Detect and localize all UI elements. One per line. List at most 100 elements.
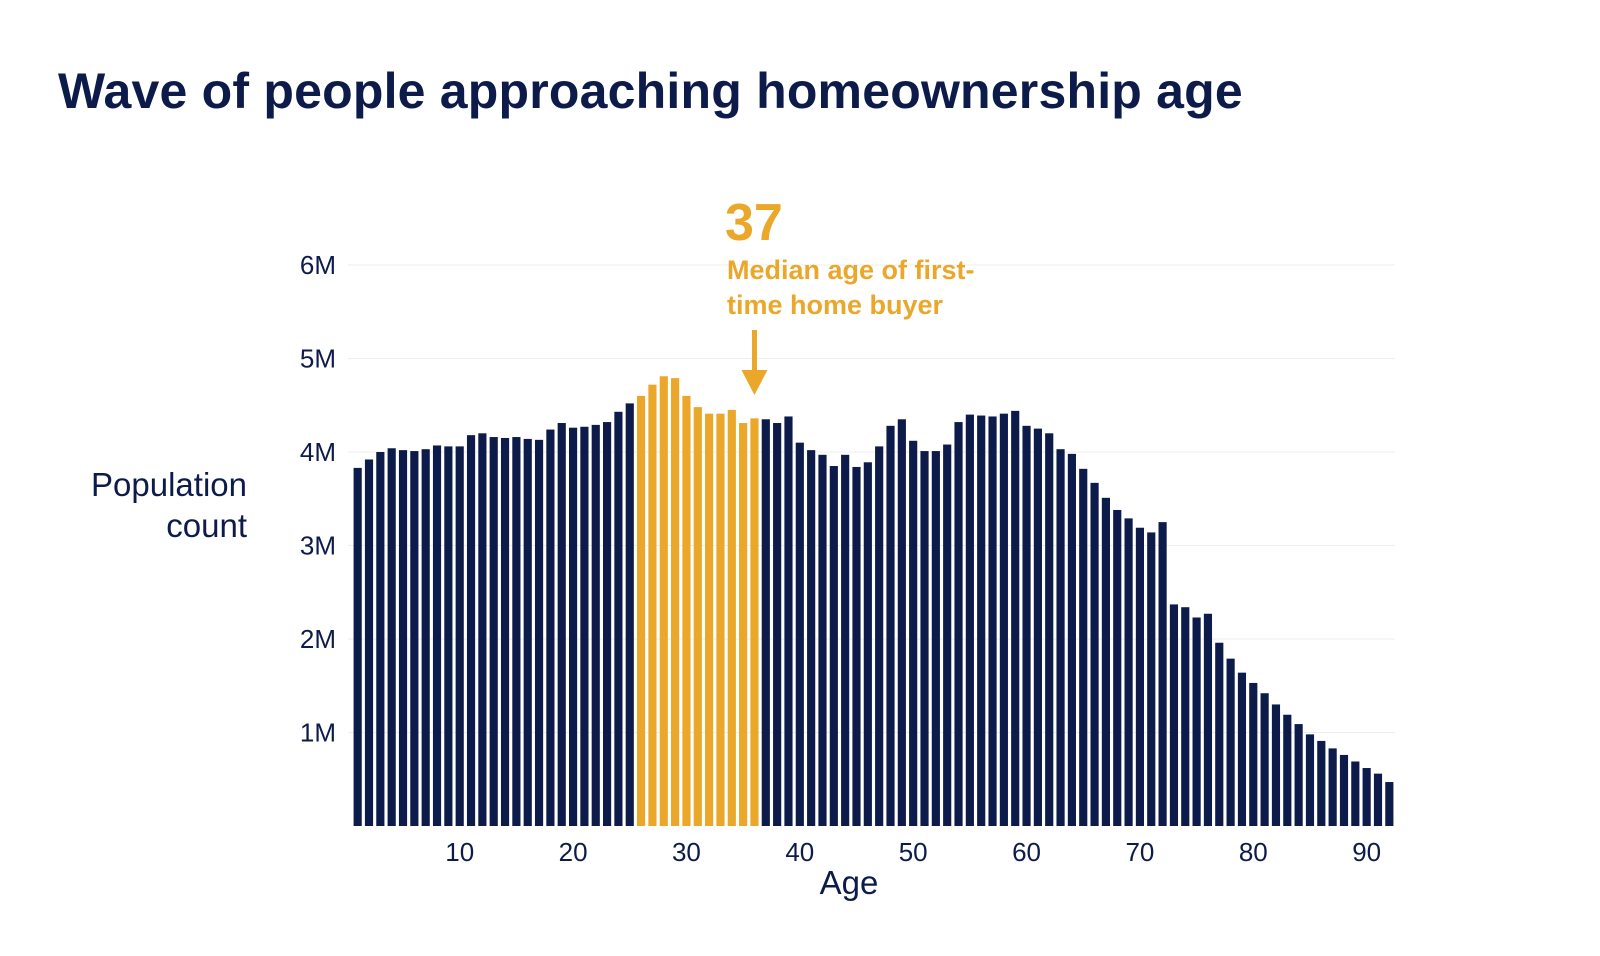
bar-age-13: [489, 437, 498, 826]
bar-age-60: [1022, 425, 1031, 826]
bar-age-24: [614, 411, 623, 826]
bar-age-32: [705, 413, 714, 826]
bar-age-36: [750, 418, 759, 826]
bar-age-12: [478, 433, 487, 826]
x-axis-ticks: 10 20 30 40 50 60 70 80 90: [445, 837, 1381, 867]
bar-age-16: [523, 438, 532, 826]
bar-age-82: [1271, 704, 1281, 826]
bar-age-86: [1317, 740, 1326, 826]
bar-age-51: [920, 451, 929, 826]
bar-age-25: [625, 403, 634, 826]
bar-age-5: [398, 450, 408, 826]
bar-age-33: [716, 413, 725, 826]
bar-age-14: [500, 437, 510, 826]
y-tick-label: 4M: [300, 437, 336, 467]
bar-age-37: [761, 419, 770, 826]
bar-age-22: [591, 424, 600, 826]
bar-age-17: [534, 439, 544, 826]
bar-age-46: [863, 462, 872, 826]
bar-age-71: [1147, 532, 1156, 826]
bar-age-18: [546, 429, 555, 826]
bar-age-52: [931, 451, 940, 826]
annotation-text-line-1: Median age of first-: [727, 255, 975, 285]
bar-age-21: [580, 426, 589, 826]
bar-age-31: [693, 407, 702, 826]
y-tick-label: 2M: [300, 624, 336, 654]
bar-age-23: [603, 422, 612, 826]
bar-age-72: [1158, 522, 1167, 826]
bar-age-28: [659, 376, 668, 826]
x-tick-label: 20: [559, 837, 588, 867]
bar-age-84: [1294, 724, 1303, 826]
x-tick-label: 10: [445, 837, 474, 867]
bar-age-39: [784, 416, 793, 826]
bar-age-88: [1339, 754, 1349, 826]
bar-age-42: [818, 454, 827, 826]
bar-age-54: [954, 422, 963, 826]
bar-age-92: [1385, 782, 1394, 826]
bar-age-70: [1135, 527, 1144, 826]
bar-age-48: [886, 425, 895, 826]
bar-age-91: [1373, 773, 1383, 826]
bar-age-90: [1362, 768, 1371, 826]
annotation-text-line-2: time home buyer: [727, 290, 944, 320]
bar-age-68: [1113, 509, 1122, 826]
bar-age-2: [364, 459, 374, 826]
bar-age-77: [1215, 642, 1224, 826]
bar-age-40: [795, 442, 804, 826]
y-axis-ticks: 1M 2M 3M 4M 5M 6M: [300, 250, 336, 748]
bar-age-53: [943, 444, 952, 826]
bar-age-59: [1011, 410, 1020, 826]
x-tick-label: 50: [899, 837, 928, 867]
bar-age-26: [637, 395, 646, 826]
y-tick-label: 5M: [300, 344, 336, 374]
bar-age-15: [512, 437, 521, 826]
bar-age-1: [353, 467, 362, 826]
bar-age-4: [387, 448, 396, 826]
bar-age-67: [1101, 497, 1110, 826]
bar-age-38: [773, 423, 782, 826]
bar-age-62: [1045, 433, 1054, 826]
bar-age-29: [671, 378, 680, 826]
bar-age-69: [1124, 518, 1133, 826]
y-tick-label: 1M: [300, 718, 336, 748]
bar-age-56: [977, 415, 986, 826]
bar-age-61: [1033, 428, 1042, 826]
bar-age-8: [432, 445, 442, 826]
bar-age-75: [1192, 617, 1201, 826]
x-tick-label: 30: [672, 837, 701, 867]
bar-age-27: [648, 384, 657, 826]
bar-age-73: [1169, 604, 1179, 826]
bar-age-11: [466, 435, 476, 826]
bar-age-79: [1237, 672, 1247, 826]
bar-age-44: [841, 454, 850, 826]
bar-age-35: [739, 423, 748, 826]
y-tick-label: 6M: [300, 250, 336, 280]
x-tick-label: 70: [1125, 837, 1154, 867]
annotation-arrow-head: [741, 370, 768, 395]
x-tick-label: 60: [1012, 837, 1041, 867]
bar-age-50: [909, 440, 918, 826]
bar-age-41: [807, 450, 816, 826]
bar-age-10: [455, 446, 464, 826]
bar-age-66: [1090, 482, 1099, 826]
bar-age-85: [1305, 734, 1315, 826]
bar-age-87: [1328, 748, 1337, 826]
x-tick-label: 80: [1239, 837, 1268, 867]
bar-age-47: [875, 446, 884, 826]
bar-age-83: [1283, 714, 1292, 826]
bar-age-57: [988, 416, 997, 826]
bar-age-76: [1203, 613, 1213, 826]
bar-age-58: [999, 413, 1008, 826]
bar-age-81: [1260, 693, 1269, 826]
bar-age-78: [1226, 658, 1235, 826]
bar-age-80: [1249, 682, 1258, 826]
y-axis-label-line-1: Population: [91, 466, 247, 503]
bar-age-49: [897, 419, 906, 826]
bar-age-63: [1056, 449, 1065, 826]
bar-age-89: [1351, 761, 1360, 826]
bar-age-20: [568, 427, 578, 826]
bar-age-6: [410, 451, 419, 826]
bar-age-3: [376, 452, 385, 826]
